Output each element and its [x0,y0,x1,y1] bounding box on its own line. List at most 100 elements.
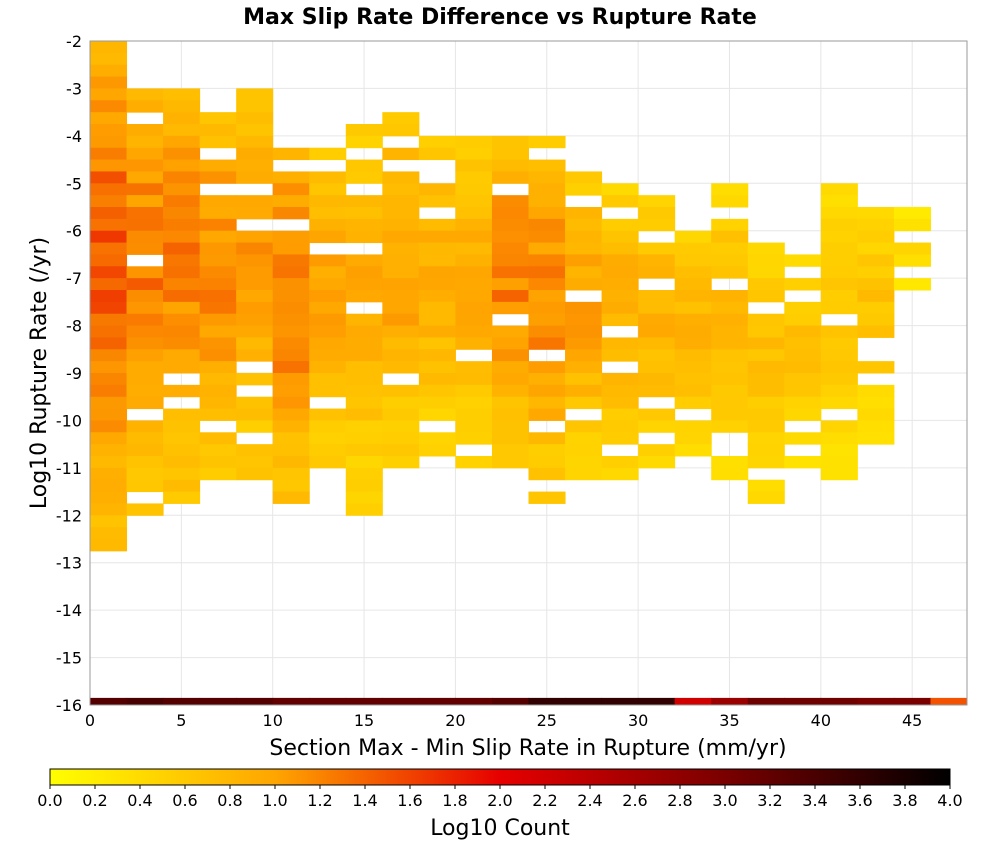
heatmap-cell [236,456,274,469]
heatmap-cell [236,301,274,315]
y-axis-ticks: -2 -3 -4 -5 -6 -7 -8 -9 -10 -11 -12 -13 -14 -15 -16 [56,32,82,715]
heatmap-cell [272,349,310,362]
heatmap-cell [345,325,383,338]
heatmap-cell [272,230,310,244]
heatmap-cell [126,171,164,184]
y-tick-label: -15 [56,649,82,668]
heatmap-cell [638,420,676,433]
colorbar-tick-label: 3.2 [757,791,782,810]
heatmap-cell [272,195,310,208]
heatmap-cell [601,254,639,267]
y-tick-label: -8 [66,317,82,336]
heatmap-cell [90,218,128,232]
heatmap-cell [528,697,566,705]
heatmap-cell [601,349,639,362]
heatmap-cell [309,301,347,315]
heatmap-cell [674,313,712,327]
heatmap-cell [491,195,529,208]
heatmap-cell [455,242,493,255]
heatmap-cell [126,301,164,315]
heatmap-cell [601,278,639,291]
heatmap-cell [126,479,164,493]
colorbar-ticks: 0.0 0.2 0.4 0.6 0.8 1.0 1.2 1.4 1.6 1.8 2.0 2.2 2.4 2… [37,785,963,810]
heatmap-cell [90,539,128,552]
heatmap-cell [601,218,639,232]
heatmap-cell [236,444,274,457]
y-tick-label: -3 [66,79,82,98]
heatmap-cell [236,313,274,327]
heatmap-cell [857,313,895,327]
heatmap-cell [163,361,201,374]
heatmap-cell [90,384,128,398]
heatmap-cell [90,278,128,291]
x-tick-label: 40 [811,711,831,730]
heatmap-cell [638,218,676,232]
heatmap-cell [638,408,676,421]
heatmap-cell [491,171,529,184]
heatmap-cell [90,112,128,125]
heatmap-cell [711,313,749,327]
heatmap-cell [418,444,456,457]
x-axis-label: Section Max - Min Slip Rate in Rupture (… [269,736,786,761]
heatmap-cell [418,183,456,196]
heatmap-cell [528,313,566,327]
heatmap-cell [711,290,749,303]
heatmap-cell [382,195,420,208]
heatmap-cell [711,697,749,705]
heatmap-cell [90,396,128,410]
heatmap-cell [528,467,566,481]
heatmap-cell [90,135,128,149]
heatmap-cell [528,207,566,220]
heatmap-cell [345,218,383,232]
heatmap-cell [674,697,712,705]
heatmap-cell [199,384,237,398]
heatmap-cell [893,242,931,255]
heatmap-cell [126,183,164,196]
heatmap-cell [382,456,420,469]
heatmap-cell [418,266,456,279]
heatmap-cell [565,373,603,386]
heatmap-cell [236,266,274,279]
heatmap-cell [163,290,201,303]
heatmap-cell [199,325,237,338]
heatmap-cell [820,195,858,208]
heatmap-cell [90,52,128,66]
heatmap-cell [236,171,274,184]
heatmap-cell [126,373,164,386]
heatmap-cell [455,408,493,421]
heatmap-cell [345,420,383,433]
heatmap-cell [820,254,858,267]
heatmap-cell [309,230,347,244]
heatmap-cell [345,456,383,469]
heatmap-cell [820,325,858,338]
heatmap-cell [382,242,420,255]
heatmap-cell [491,218,529,232]
heatmap-cell [638,290,676,303]
heatmap-cell [272,408,310,421]
heatmap-cell [272,456,310,469]
heatmap-cell [126,266,164,279]
heatmap-cell [565,171,603,184]
x-tick-label: 10 [263,711,283,730]
heatmap-cell [382,384,420,398]
heatmap-cell [711,266,749,279]
heatmap-cell [528,266,566,279]
heatmap-cell [455,373,493,386]
y-tick-label: -13 [56,554,82,573]
heatmap-cell [747,337,785,350]
heatmap-cell [674,278,712,291]
heatmap-cell [345,697,383,705]
heatmap-cell [455,254,493,267]
heatmap-cell [820,420,858,433]
heatmap-cell [893,278,931,291]
heatmap-cell [236,337,274,350]
heatmap-cell [455,301,493,315]
heatmap-cell [455,183,493,196]
heatmap-cell [565,456,603,469]
heatmap-cell [711,230,749,244]
x-tick-label: 35 [719,711,739,730]
heatmap-cell [418,135,456,149]
heatmap-cell [601,396,639,410]
heatmap-cell [199,444,237,457]
heatmap-cell [491,408,529,421]
